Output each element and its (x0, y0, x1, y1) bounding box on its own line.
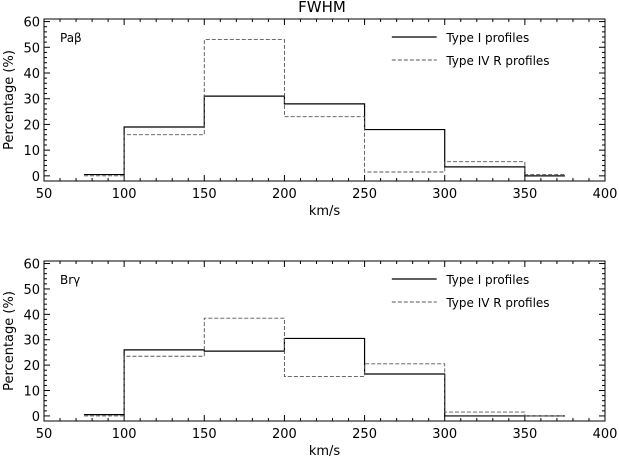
x-tick-label: 250 (352, 427, 377, 442)
x-tick-label: 300 (432, 427, 457, 442)
x-axis-label: km/s (309, 204, 341, 219)
y-axis-label: Percentage (%) (2, 291, 17, 391)
panel-brgamma: 50 100 150 200 250 300 350 400 0 10 20 30 40 50 60 km/s… (2, 258, 617, 459)
series-type-iv-r-line (84, 39, 565, 177)
y-axis-label: Percentage (%) (2, 50, 17, 150)
y-tick-label: 40 (23, 67, 40, 82)
x-tick-label: 400 (593, 187, 618, 202)
series-type-iv-r-line (84, 317, 565, 417)
y-tick-label: 40 (23, 308, 40, 323)
x-tick-label: 400 (593, 427, 618, 442)
y-tick-label: 0 (32, 170, 40, 185)
x-axis-label: km/s (309, 444, 341, 459)
plot-frame (43, 260, 606, 422)
x-tick-label: 350 (512, 427, 537, 442)
x-tick-label: 100 (112, 427, 137, 442)
series-type-i-line (84, 337, 565, 417)
y-tick-label: 60 (23, 16, 40, 31)
y-tick-label: 0 (32, 410, 40, 425)
panel-pabeta: 50 100 150 200 250 300 350 400 0 10 20 30 40 50 60 km/s… (2, 16, 617, 219)
y-tick-label: 20 (23, 118, 40, 133)
x-tick-label: 300 (432, 187, 457, 202)
legend-label: Type IV R profiles (445, 54, 549, 68)
x-tick-label: 200 (272, 427, 297, 442)
x-tick-label: 200 (272, 187, 297, 202)
legend-label: Type IV R profiles (445, 296, 549, 310)
x-tick-label: 50 (36, 187, 53, 202)
x-tick-label: 100 (112, 187, 137, 202)
series-type-i-line (84, 95, 565, 177)
y-tick-label: 50 (23, 283, 40, 298)
plot-frame (43, 18, 606, 182)
y-tick-label: 10 (23, 144, 40, 159)
y-tick-label: 50 (23, 41, 40, 56)
y-tick-label: 10 (23, 385, 40, 400)
x-tick-label: 50 (36, 427, 53, 442)
legend-label: Type I profiles (445, 273, 529, 287)
panel-label: Brγ (60, 273, 80, 287)
y-tick-label: 30 (23, 93, 40, 108)
y-tick-label: 20 (23, 359, 40, 374)
x-tick-label: 150 (192, 427, 217, 442)
x-tick-label: 250 (352, 187, 377, 202)
panel-label: Paβ (60, 31, 82, 45)
figure-title: FWHM (298, 0, 346, 16)
x-tick-label: 150 (192, 187, 217, 202)
y-tick-label: 30 (23, 334, 40, 349)
x-tick-label: 350 (512, 187, 537, 202)
legend-label: Type I profiles (445, 31, 529, 45)
y-tick-label: 60 (23, 258, 40, 273)
